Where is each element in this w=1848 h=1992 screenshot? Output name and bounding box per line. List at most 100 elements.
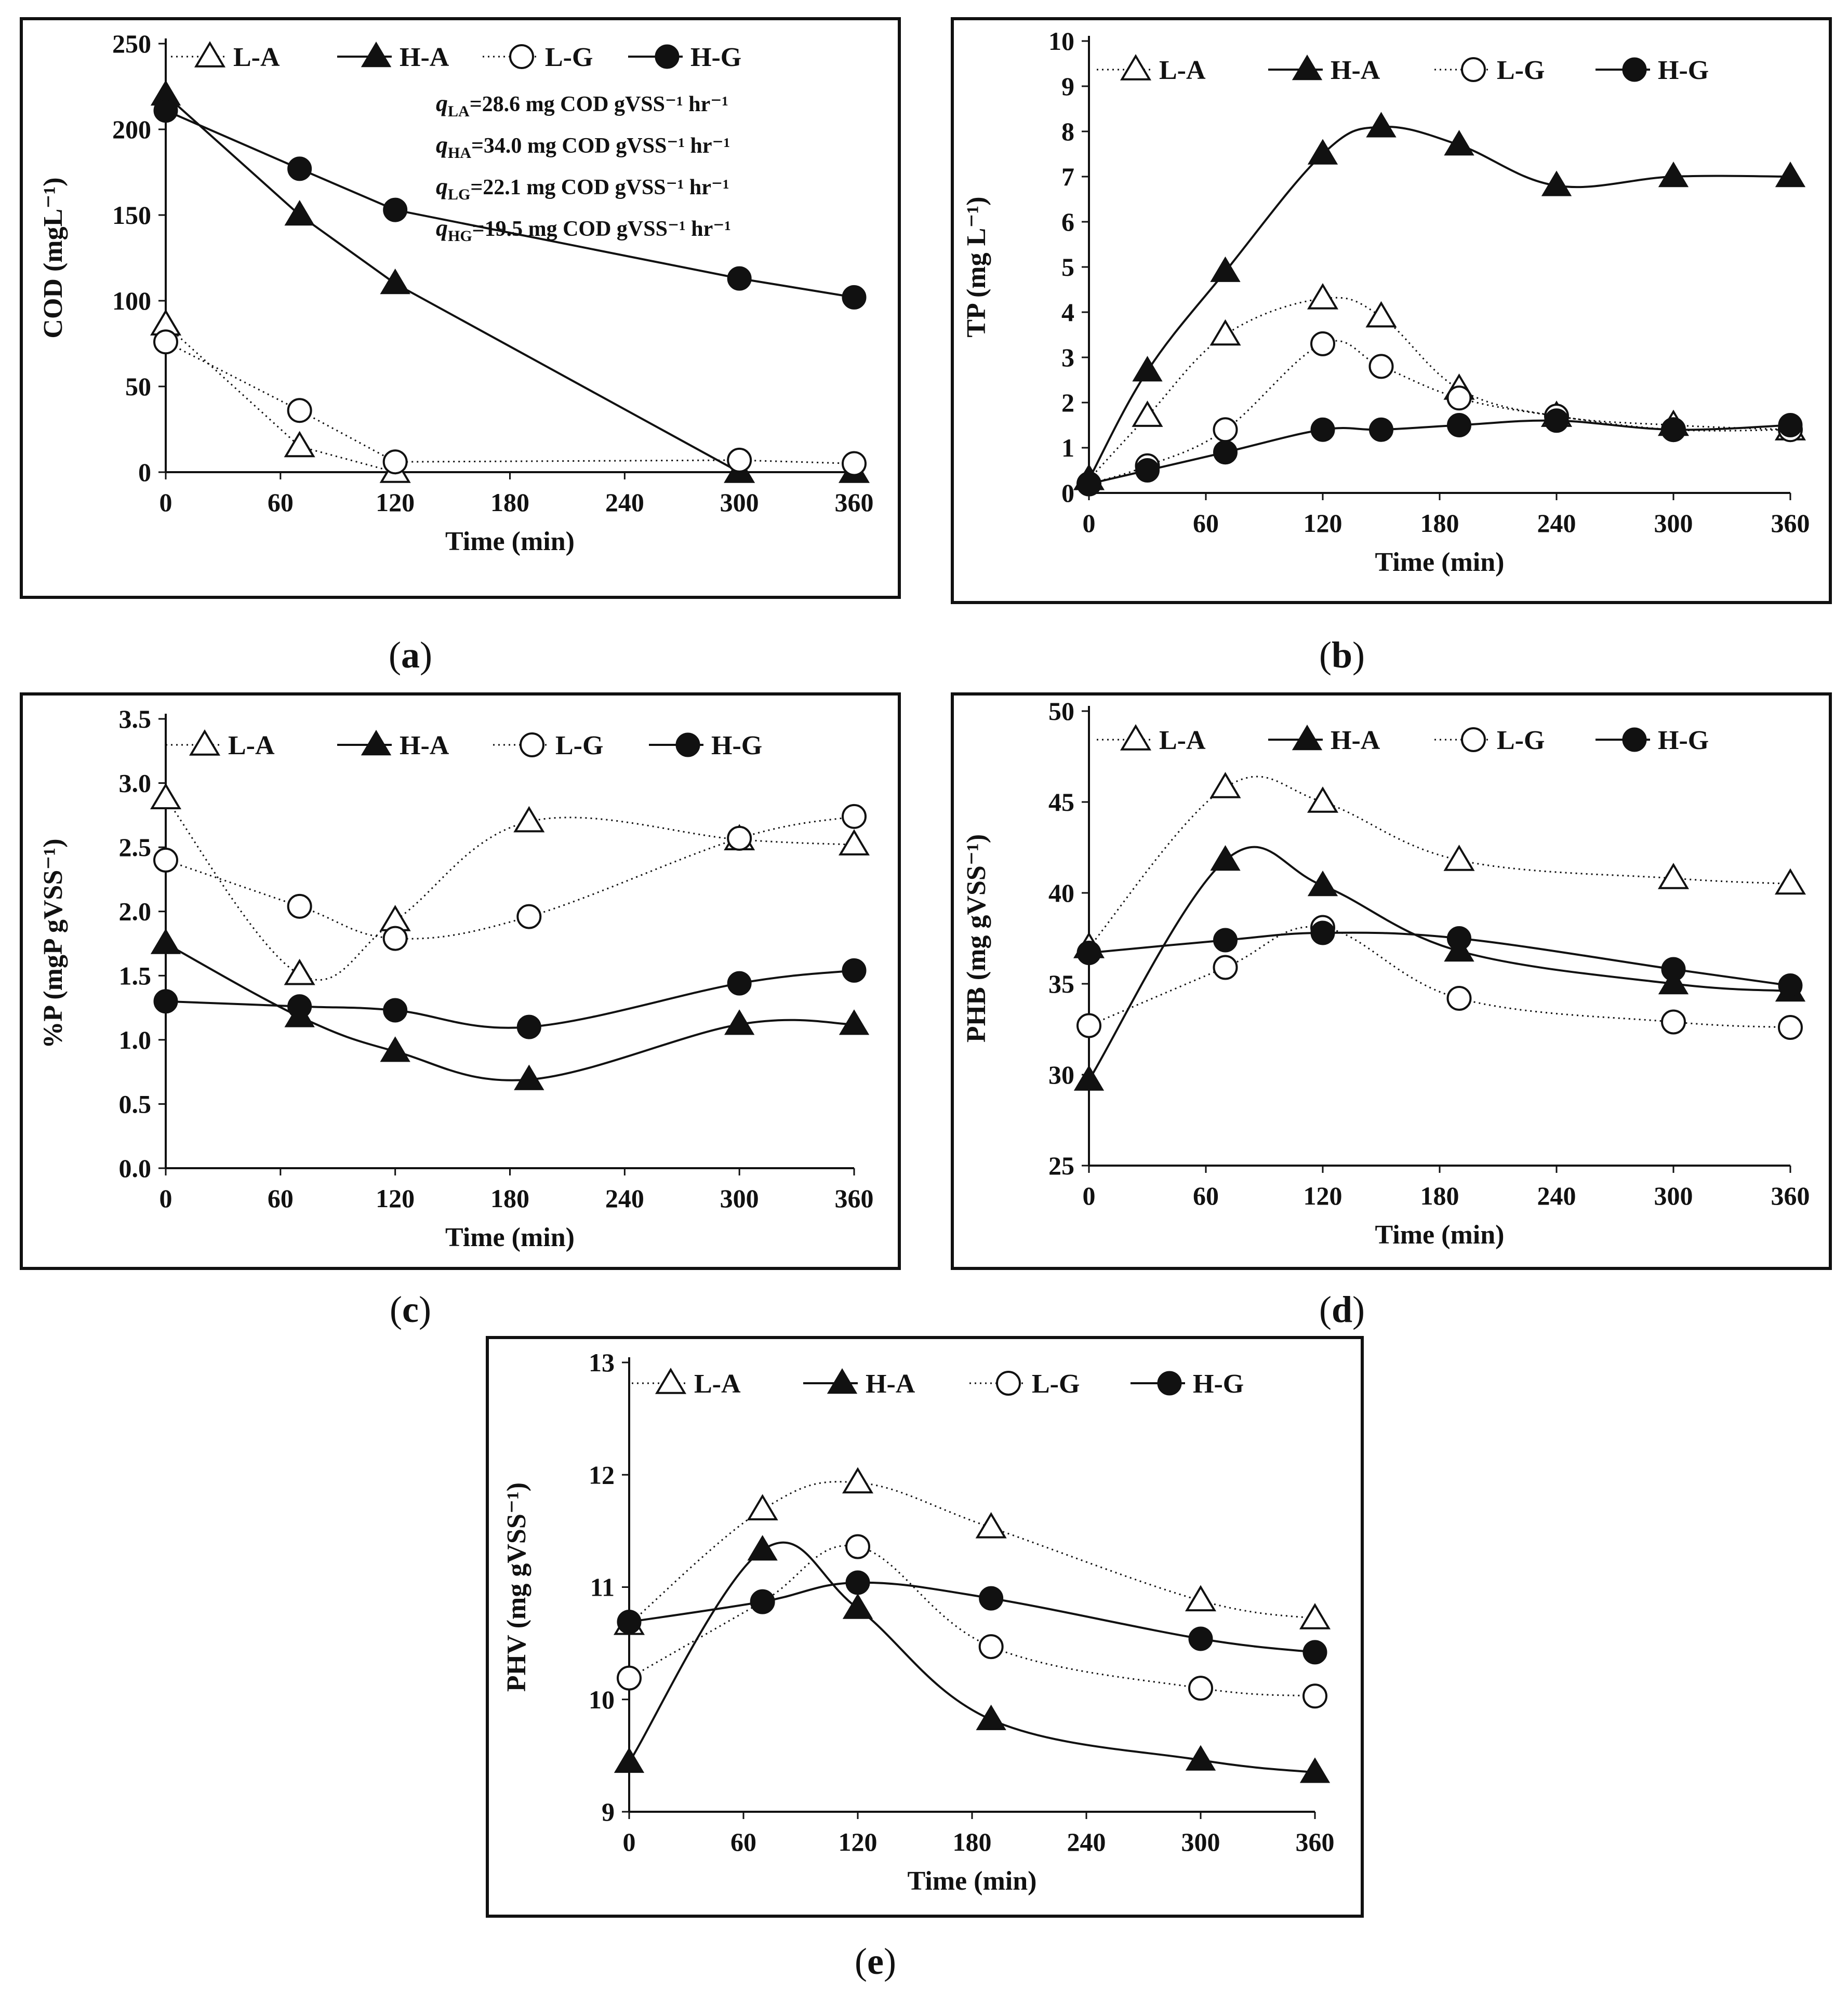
- data-point-h-a: [1775, 162, 1806, 188]
- data-point-h-a: [839, 1009, 870, 1035]
- legend-label-h-g: H-G: [1658, 56, 1709, 85]
- legend-label-l-a: L-A: [1159, 726, 1206, 755]
- data-point-l-g: [727, 447, 752, 473]
- y-axis-label: TP (mg L⁻¹): [962, 196, 991, 337]
- series-h-a: [150, 928, 870, 1090]
- series-l-a: [1073, 772, 1806, 958]
- data-point-l-a: [284, 958, 315, 985]
- x-tick-label: 60: [1193, 509, 1219, 538]
- legend-label-h-a: H-A: [1331, 56, 1380, 85]
- data-point-h-g: [1310, 417, 1335, 442]
- x-tick-label: 360: [1296, 1827, 1335, 1856]
- x-tick-label: 60: [268, 1184, 294, 1213]
- x-tick-label: 120: [376, 488, 415, 517]
- legend-label-h-a: H-A: [866, 1369, 915, 1399]
- x-tick-label: 180: [1420, 1181, 1459, 1210]
- legend-marker-h-a: [827, 1368, 858, 1394]
- series-l-g: [1076, 915, 1803, 1040]
- caption-d: (d): [1319, 1289, 1365, 1330]
- legend-marker-h-g: [655, 44, 680, 69]
- data-point-h-a: [1658, 162, 1689, 188]
- series-line-h-g: [1088, 931, 1791, 987]
- data-point-l-g: [1310, 331, 1335, 356]
- series-h-g: [1076, 920, 1803, 998]
- x-axis-label: Time (min): [908, 1866, 1037, 1896]
- data-point-l-g: [617, 1665, 642, 1691]
- series-l-g: [1076, 331, 1803, 497]
- series-line-l-g: [1088, 340, 1791, 485]
- y-tick-label: 0.0: [119, 1154, 152, 1183]
- caption-e: (e): [855, 1941, 896, 1982]
- y-tick-label: 1.5: [119, 961, 152, 990]
- x-tick-label: 300: [720, 1184, 759, 1213]
- data-point-l-a: [1307, 786, 1339, 813]
- x-tick-label: 0: [159, 488, 172, 517]
- data-point-l-a: [284, 431, 315, 458]
- series-line-h-g: [165, 969, 855, 1029]
- y-axis-label: PHB (mg gVSS⁻¹): [962, 834, 991, 1042]
- chart-svg-a: 0 50 100 150 200 250 0 60 120 180 240 300 360 Time (m…: [38, 29, 874, 556]
- x-axis-label: Time (min): [1375, 1220, 1505, 1250]
- legend-label-h-g: H-G: [711, 731, 762, 760]
- data-point-l-g: [287, 893, 312, 919]
- data-point-h-g: [1778, 413, 1803, 437]
- x-tick-label: 0: [1083, 509, 1096, 538]
- data-point-h-g: [1188, 1626, 1213, 1651]
- y-tick-label: 9: [602, 1797, 615, 1826]
- data-point-h-g: [1310, 920, 1335, 945]
- data-point-l-g: [842, 451, 867, 476]
- series-h-a: [1073, 845, 1806, 1091]
- series-l-a: [613, 1467, 1331, 1635]
- data-point-h-g: [1213, 928, 1238, 953]
- data-point-h-g: [287, 994, 312, 1019]
- series-line-h-a: [165, 942, 855, 1081]
- x-tick-label: 0: [159, 1184, 172, 1213]
- x-tick-label: 180: [490, 1184, 529, 1213]
- chart-svg-d: 25 30 35 40 45 50 0 60 120 180 240 300 360 Time (min)…: [962, 697, 1810, 1250]
- legend-marker-h-g: [1157, 1371, 1182, 1396]
- series-h-g: [153, 958, 867, 1039]
- data-point-h-a: [1210, 256, 1241, 282]
- data-point-h-a: [1185, 1745, 1216, 1771]
- data-point-l-a: [513, 806, 545, 833]
- data-point-h-g: [1778, 973, 1803, 998]
- data-point-h-a: [747, 1535, 778, 1561]
- data-point-h-g: [727, 971, 752, 996]
- data-point-l-a: [150, 783, 182, 809]
- rate-annotation: qHA=34.0 mg COD gVSS⁻¹ hr⁻¹: [436, 131, 730, 162]
- caption-b: (b): [1319, 634, 1365, 676]
- y-tick-label: 9: [1061, 72, 1074, 101]
- data-point-l-a: [1307, 283, 1339, 310]
- rate-annotation: qLG=22.1 mg COD gVSS⁻¹ hr⁻¹: [436, 173, 729, 203]
- series-h-a: [150, 80, 870, 483]
- y-tick-label: 250: [112, 29, 151, 58]
- data-point-h-g: [1213, 440, 1238, 465]
- series-h-g: [1076, 408, 1803, 497]
- legend-label-l-a: L-A: [233, 43, 280, 72]
- data-point-h-a: [284, 200, 315, 226]
- y-tick-label: 7: [1061, 162, 1074, 191]
- data-point-h-g: [1544, 408, 1569, 433]
- data-point-h-g: [1302, 1640, 1327, 1665]
- data-point-h-g: [842, 285, 867, 310]
- y-tick-label: 50: [1048, 697, 1074, 726]
- legend-marker-l-g: [996, 1371, 1021, 1396]
- y-tick-label: 35: [1048, 969, 1074, 998]
- data-point-h-a: [1073, 1065, 1105, 1091]
- rate-annotation: qHG=19.5 mg COD gVSS⁻¹ hr⁻¹: [436, 215, 731, 245]
- series-line-l-a: [165, 798, 855, 981]
- data-point-l-g: [1661, 1009, 1686, 1035]
- data-point-h-g: [516, 1014, 541, 1039]
- series-line-l-g: [165, 815, 855, 940]
- y-tick-label: 100: [112, 286, 151, 315]
- x-tick-label: 240: [1537, 509, 1576, 538]
- chart-svg-c: 0.0 0.5 1.0 1.5 2.0 2.5 3.0 3.5 0 60 120 180 240 300 3…: [38, 704, 874, 1252]
- x-tick-label: 240: [1067, 1827, 1106, 1856]
- data-point-h-a: [976, 1704, 1006, 1730]
- data-point-l-a: [842, 1467, 874, 1494]
- y-tick-label: 0: [1061, 478, 1074, 507]
- data-point-h-a: [614, 1747, 645, 1773]
- legend-marker-l-a: [189, 729, 221, 756]
- x-tick-label: 0: [623, 1827, 636, 1856]
- data-point-l-g: [153, 847, 178, 873]
